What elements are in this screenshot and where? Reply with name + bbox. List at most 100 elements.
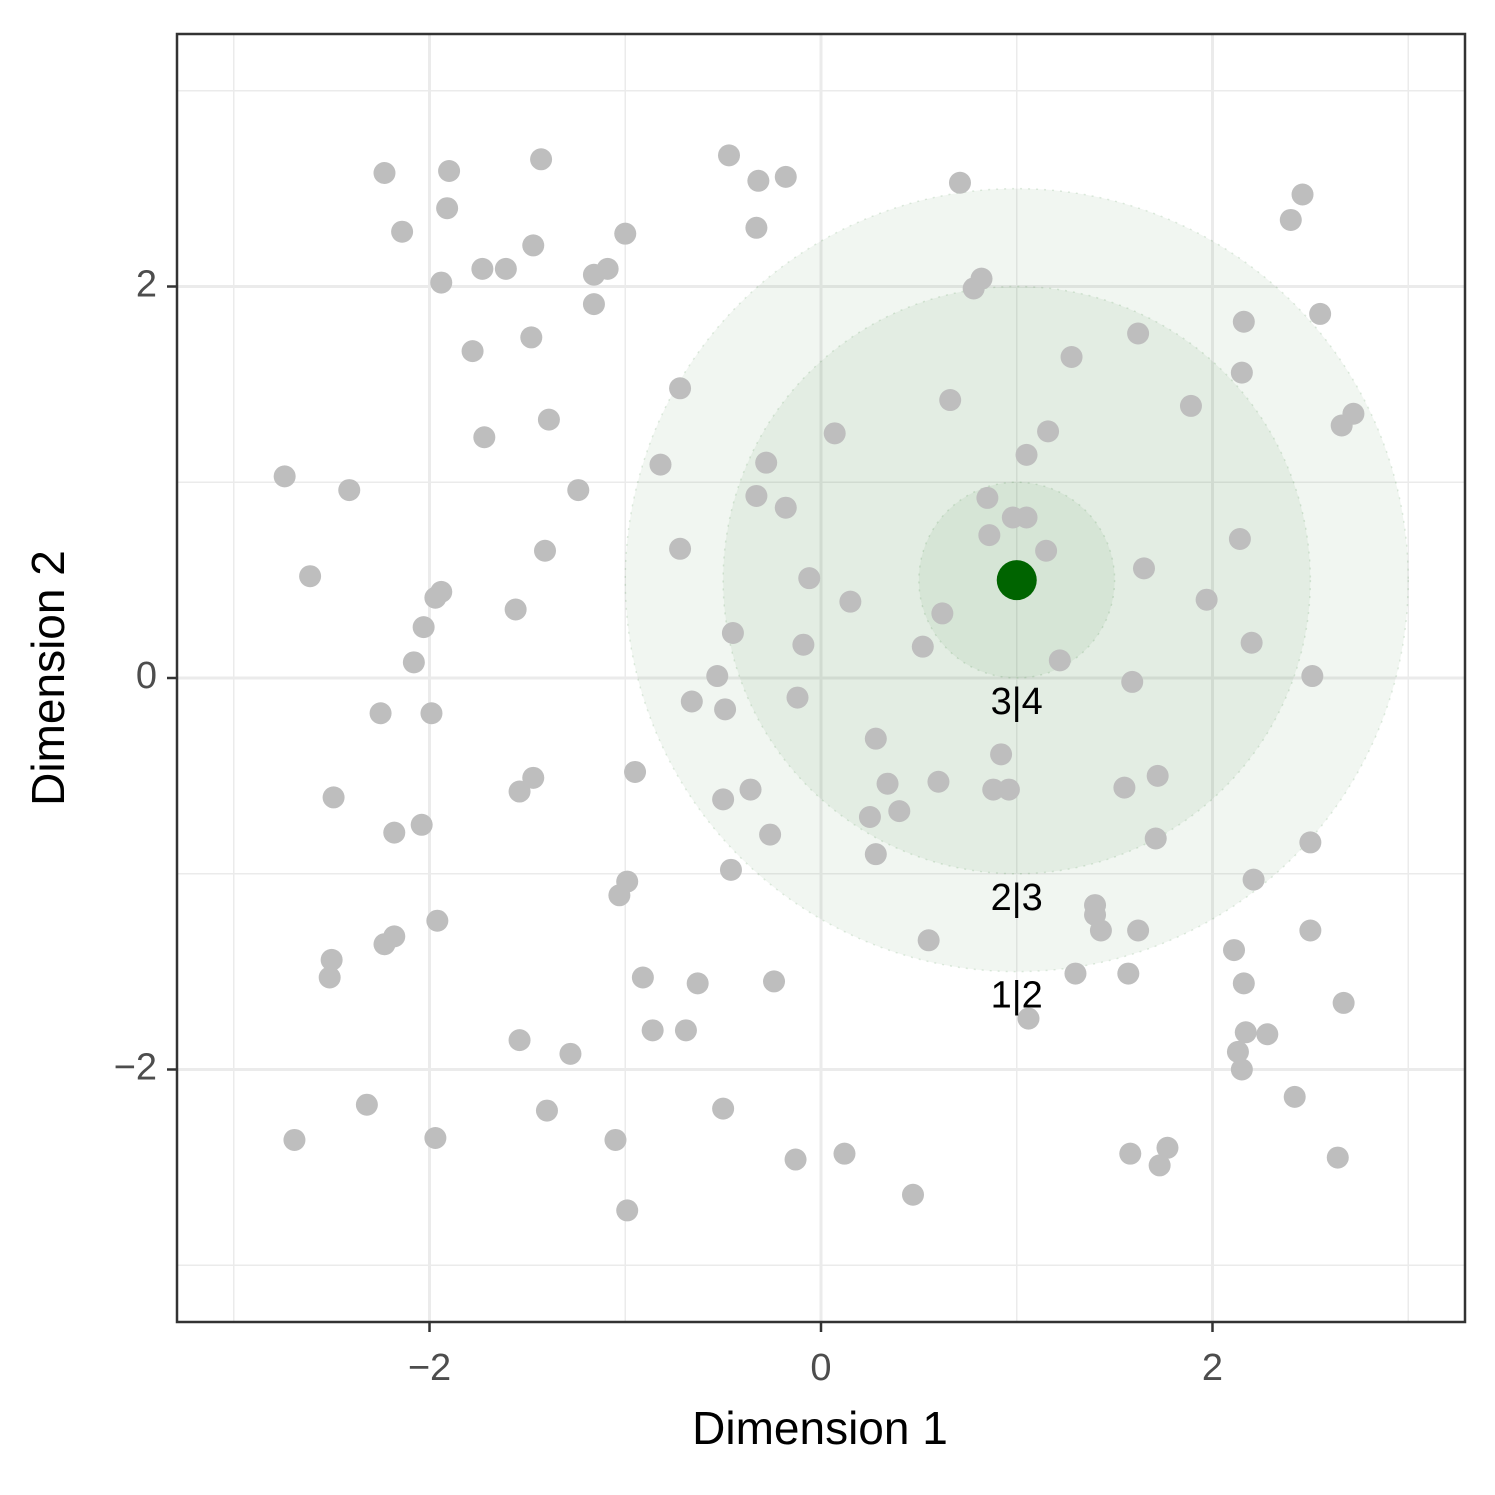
point: [641, 1019, 664, 1042]
point: [494, 257, 517, 280]
point: [1132, 557, 1155, 580]
point: [438, 160, 461, 183]
point: [320, 948, 343, 971]
point: [504, 598, 527, 621]
point: [530, 148, 553, 171]
point: [839, 590, 862, 613]
point: [686, 972, 709, 995]
point: [1283, 1085, 1306, 1108]
x-axis-title: Dimension 1: [692, 1402, 948, 1454]
point: [616, 1199, 639, 1222]
point: [763, 970, 786, 993]
point: [1148, 1154, 1171, 1177]
point: [471, 257, 494, 280]
point: [927, 770, 950, 793]
point: [747, 169, 770, 192]
point: [1195, 588, 1218, 611]
point: [917, 929, 940, 952]
point: [520, 326, 543, 349]
point: [624, 760, 647, 783]
point: [567, 479, 590, 502]
point: [997, 778, 1020, 801]
point: [473, 426, 496, 449]
point: [774, 496, 797, 519]
point: [582, 293, 605, 316]
point: [714, 698, 737, 721]
point: [982, 778, 1005, 801]
point: [888, 800, 911, 823]
point: [1228, 528, 1251, 551]
point: [1232, 310, 1255, 333]
point: [534, 539, 556, 562]
point: [614, 222, 637, 245]
point: [1127, 919, 1150, 942]
point: [283, 1128, 306, 1151]
point: [1279, 208, 1302, 231]
point: [1309, 302, 1332, 325]
point: [876, 772, 899, 795]
point: [1037, 420, 1060, 443]
point: [537, 408, 560, 431]
point: [786, 686, 809, 709]
point: [948, 171, 971, 194]
point: [1113, 776, 1136, 799]
point: [461, 340, 484, 363]
region-label: 1|2: [991, 975, 1043, 1017]
point: [1234, 1021, 1257, 1044]
point: [1230, 361, 1253, 384]
point: [864, 843, 887, 866]
point: [391, 220, 414, 243]
point: [1117, 962, 1140, 985]
point: [1256, 1023, 1279, 1046]
point: [1240, 631, 1263, 654]
point: [1299, 919, 1322, 942]
point: [420, 702, 443, 725]
point: [1291, 183, 1314, 206]
point: [1119, 1142, 1142, 1165]
point: [355, 1093, 378, 1116]
point: [745, 216, 768, 239]
point: [1089, 919, 1112, 942]
point: [939, 389, 962, 412]
point: [669, 537, 692, 560]
point: [858, 805, 881, 828]
point: [535, 1099, 558, 1122]
point: [373, 933, 396, 956]
point: [383, 821, 406, 844]
point: [424, 1127, 447, 1149]
point: [412, 616, 435, 639]
point: [273, 465, 296, 488]
point: [823, 422, 846, 445]
point: [1156, 1136, 1179, 1159]
point: [792, 633, 815, 656]
point: [649, 453, 672, 476]
point: [712, 788, 735, 811]
point: [1144, 827, 1167, 850]
region-label: 2|3: [991, 877, 1043, 919]
point: [970, 267, 993, 290]
point: [1015, 506, 1038, 529]
point: [1226, 1040, 1249, 1063]
y-axis-title: Dimension 2: [22, 550, 74, 806]
x-tick-label: 0: [810, 1347, 831, 1389]
point: [718, 144, 740, 167]
point: [706, 665, 729, 688]
point: [369, 702, 392, 725]
point: [1048, 649, 1071, 672]
point: [680, 690, 703, 713]
point: [424, 586, 447, 609]
point: [299, 565, 322, 588]
point: [1060, 345, 1083, 368]
point: [402, 651, 425, 674]
point: [1326, 1146, 1349, 1169]
point: [522, 766, 545, 789]
point: [1299, 831, 1322, 854]
point: [430, 271, 453, 294]
point: [508, 780, 531, 803]
point: [990, 743, 1013, 766]
y-tick-label: −2: [114, 1047, 157, 1089]
point: [1232, 972, 1255, 995]
point: [712, 1097, 735, 1120]
point: [755, 451, 778, 474]
